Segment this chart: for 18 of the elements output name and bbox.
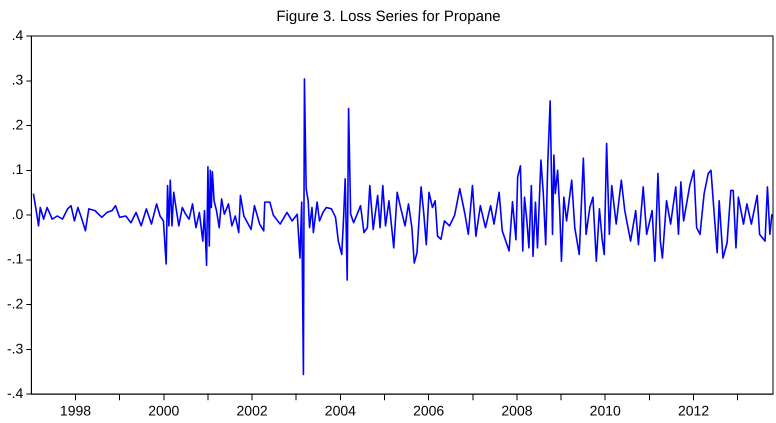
y-tick-label: -.4 [6, 385, 24, 402]
x-tick-label: 2012 [678, 402, 710, 418]
y-tick-label: .4 [12, 26, 24, 43]
x-tick-label: 2002 [236, 402, 268, 418]
x-tick-label: 2008 [501, 402, 533, 418]
chart-title: Figure 3. Loss Series for Propane [276, 8, 501, 26]
y-tick-label: .0 [12, 206, 24, 222]
x-tick-label: 2006 [413, 402, 444, 418]
y-tick-label: -.1 [6, 250, 24, 267]
y-tick-label: -.2 [6, 296, 24, 312]
x-tick-label: 2010 [590, 402, 622, 418]
y-tick-label: .3 [12, 72, 24, 88]
y-tick-label: .2 [12, 116, 24, 132]
y-tick-label: .1 [12, 161, 24, 178]
x-tick-label: 2004 [324, 402, 356, 418]
y-tick-label: -.3 [6, 340, 24, 356]
x-tick-label: 2000 [148, 402, 180, 418]
x-tick-label: 1998 [60, 402, 92, 418]
